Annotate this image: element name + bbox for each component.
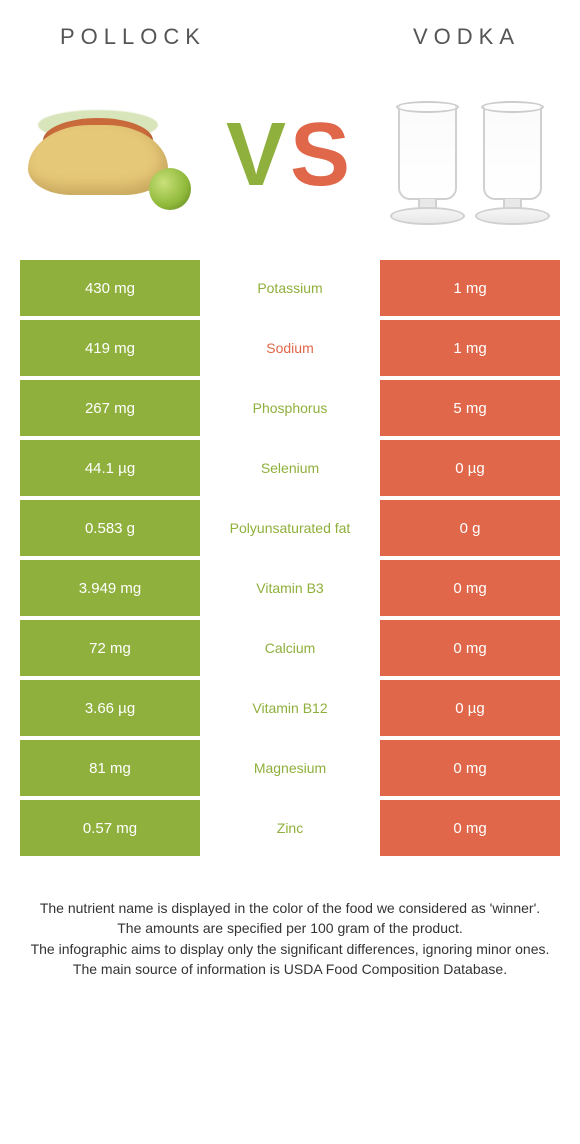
title-right: VODKA — [413, 24, 520, 50]
footer-line: The nutrient name is displayed in the co… — [30, 898, 550, 918]
title-left: POLLOCK — [60, 24, 206, 50]
vs-s: S — [290, 105, 354, 205]
cell-nutrient-name: Potassium — [200, 260, 380, 316]
cell-nutrient-name: Phosphorus — [200, 380, 380, 436]
table-row: 3.949 mgVitamin B30 mg — [20, 560, 560, 616]
table-row: 3.66 µgVitamin B120 µg — [20, 680, 560, 736]
vs-label: VS — [226, 110, 354, 200]
cell-right-value: 0 µg — [380, 440, 560, 496]
cell-left-value: 0.57 mg — [20, 800, 200, 856]
table-row: 81 mgMagnesium0 mg — [20, 740, 560, 796]
cell-left-value: 267 mg — [20, 380, 200, 436]
cell-left-value: 430 mg — [20, 260, 200, 316]
cell-left-value: 0.583 g — [20, 500, 200, 556]
cell-left-value: 419 mg — [20, 320, 200, 376]
cell-nutrient-name: Polyunsaturated fat — [200, 500, 380, 556]
cell-nutrient-name: Vitamin B3 — [200, 560, 380, 616]
cell-right-value: 5 mg — [380, 380, 560, 436]
table-row: 72 mgCalcium0 mg — [20, 620, 560, 676]
cell-nutrient-name: Vitamin B12 — [200, 680, 380, 736]
cell-right-value: 0 mg — [380, 800, 560, 856]
comparison-table: 430 mgPotassium1 mg419 mgSodium1 mg267 m… — [0, 260, 580, 856]
cell-right-value: 1 mg — [380, 320, 560, 376]
table-row: 267 mgPhosphorus5 mg — [20, 380, 560, 436]
footer-line: The main source of information is USDA F… — [30, 959, 550, 979]
cell-left-value: 44.1 µg — [20, 440, 200, 496]
table-row: 0.583 gPolyunsaturated fat0 g — [20, 500, 560, 556]
table-row: 430 mgPotassium1 mg — [20, 260, 560, 316]
cell-right-value: 1 mg — [380, 260, 560, 316]
cell-nutrient-name: Sodium — [200, 320, 380, 376]
table-row: 419 mgSodium1 mg — [20, 320, 560, 376]
cell-left-value: 3.949 mg — [20, 560, 200, 616]
cell-left-value: 72 mg — [20, 620, 200, 676]
footer-line: The amounts are specified per 100 gram o… — [30, 918, 550, 938]
footer-notes: The nutrient name is displayed in the co… — [0, 860, 580, 979]
cell-right-value: 0 mg — [380, 560, 560, 616]
cell-right-value: 0 mg — [380, 740, 560, 796]
hero-row: VS — [0, 60, 580, 260]
cell-right-value: 0 mg — [380, 620, 560, 676]
header: POLLOCK VODKA — [0, 0, 580, 60]
footer-line: The infographic aims to display only the… — [30, 939, 550, 959]
cell-nutrient-name: Selenium — [200, 440, 380, 496]
vodka-image — [380, 85, 560, 225]
vs-v: V — [226, 105, 290, 205]
table-row: 0.57 mgZinc0 mg — [20, 800, 560, 856]
table-row: 44.1 µgSelenium0 µg — [20, 440, 560, 496]
cell-left-value: 81 mg — [20, 740, 200, 796]
cell-right-value: 0 g — [380, 500, 560, 556]
cell-left-value: 3.66 µg — [20, 680, 200, 736]
cell-nutrient-name: Zinc — [200, 800, 380, 856]
pollock-image — [20, 85, 200, 225]
cell-nutrient-name: Calcium — [200, 620, 380, 676]
cell-nutrient-name: Magnesium — [200, 740, 380, 796]
cell-right-value: 0 µg — [380, 680, 560, 736]
